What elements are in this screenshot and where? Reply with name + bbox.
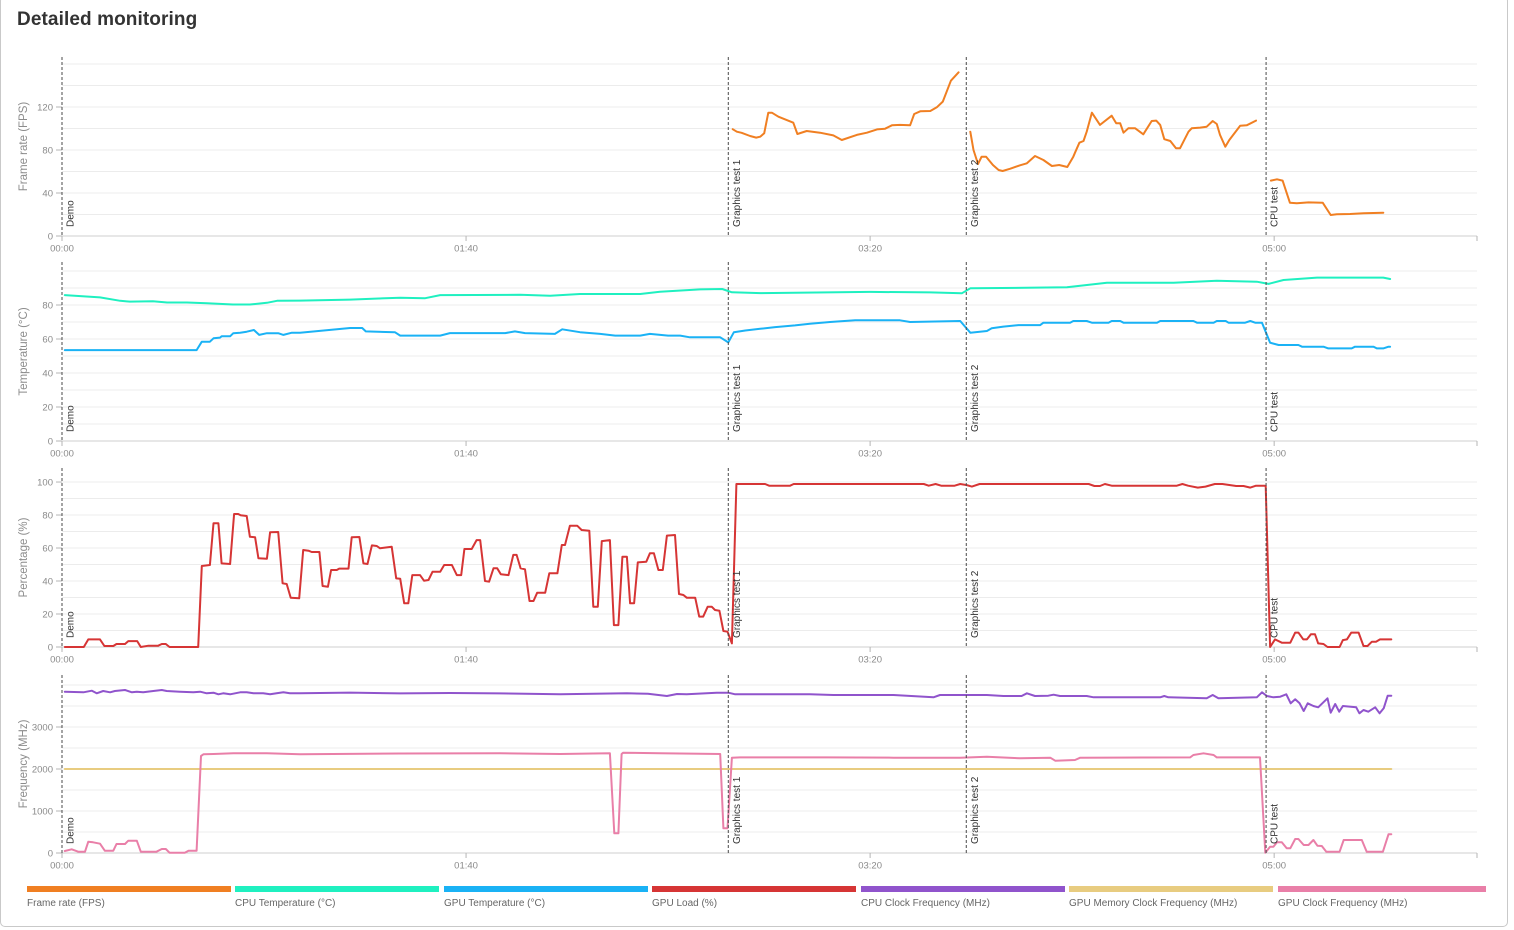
x-tick-label: 03:20 (858, 861, 882, 872)
event-marker-label: Graphics test 2 (970, 776, 981, 844)
event-marker-label: Demo (66, 611, 77, 638)
legend-label: GPU Clock Frequency (MHz) (1278, 898, 1408, 909)
y-axis-title: Frame rate (FPS) (18, 102, 30, 192)
event-marker-label: Graphics test 2 (970, 159, 981, 227)
series-line-frame-rate-fps[interactable] (969, 111, 1257, 172)
legend-label: GPU Memory Clock Frequency (MHz) (1069, 898, 1238, 909)
event-marker-label: CPU test (1270, 392, 1281, 432)
y-axis-title: Temperature (°C) (18, 307, 30, 395)
legend-swatch-cpu-temperature (235, 886, 439, 892)
series-line-cpu-temperature-c[interactable] (63, 276, 1392, 306)
y-tick-label: 80 (42, 145, 53, 156)
event-marker-label: Graphics test 1 (732, 159, 743, 227)
legend-label: GPU Temperature (°C) (444, 898, 546, 909)
series-line-frame-rate-fps[interactable] (731, 71, 960, 141)
page-title: Detailed monitoring (17, 9, 198, 30)
y-tick-label: 0 (48, 643, 53, 654)
y-tick-label: 3000 (32, 722, 53, 733)
event-marker-label: CPU test (1270, 187, 1281, 227)
y-tick-label: 80 (42, 511, 53, 522)
y-axis-title: Frequency (MHz) (18, 719, 30, 808)
x-tick-label: 03:20 (858, 244, 882, 255)
y-tick-label: 0 (48, 437, 53, 448)
x-tick-label: 00:00 (50, 861, 74, 872)
percentage-chart: 0 20 40 60 80 100 Percentage (%) 00:00 01:40 03:2… (18, 468, 1478, 666)
y-tick-label: 2000 (32, 764, 53, 775)
x-tick-label: 05:00 (1262, 449, 1286, 460)
y-tick-label: 120 (37, 102, 53, 113)
legend-item-gpu-clock[interactable]: GPU Clock Frequency (MHz) (1278, 886, 1486, 916)
series-line-gpu-load[interactable] (63, 483, 1393, 648)
legend-label: Frame rate (FPS) (27, 898, 105, 909)
event-marker-label: Demo (66, 405, 77, 432)
legend-item-cpu-temperature[interactable]: CPU Temperature (°C) (235, 886, 439, 916)
legend-label: GPU Load (%) (652, 898, 718, 909)
frame-rate-chart: 0 40 80 120 Frame rate (FPS) 00:00 01:40 03:20 0… (18, 57, 1478, 255)
x-tick-label: 05:00 (1262, 244, 1286, 255)
series-line-frame-rate-fps[interactable] (1269, 178, 1385, 216)
x-tick-label: 00:00 (50, 449, 74, 460)
y-axis-title: Percentage (%) (18, 517, 30, 597)
legend-swatch-gpu-temperature (444, 886, 648, 892)
y-tick-label: 0 (48, 849, 53, 860)
legend-swatch-gpu-load (652, 886, 856, 892)
event-marker-label: Graphics test 1 (732, 364, 743, 432)
y-tick-label: 40 (42, 188, 53, 199)
x-tick-label: 00:00 (50, 655, 74, 666)
legend-label: CPU Clock Frequency (MHz) (861, 898, 990, 909)
legend-swatch-gpu-memory-clock (1069, 886, 1273, 892)
event-marker-label: CPU test (1270, 804, 1281, 844)
y-tick-label: 20 (42, 610, 53, 621)
legend-swatch-frame-rate (27, 886, 231, 892)
y-tick-label: 1000 (32, 806, 53, 817)
x-tick-label: 05:00 (1262, 861, 1286, 872)
legend-item-gpu-load[interactable]: GPU Load (%) (652, 886, 856, 916)
y-tick-label: 60 (42, 544, 53, 555)
event-marker-label: Graphics test 1 (732, 776, 743, 844)
x-tick-label: 03:20 (858, 449, 882, 460)
y-tick-label: 40 (42, 577, 53, 588)
y-tick-label: 60 (42, 335, 53, 346)
x-tick-label: 01:40 (454, 449, 478, 460)
event-marker-label: Demo (66, 200, 77, 227)
legend-item-cpu-clock[interactable]: CPU Clock Frequency (MHz) (861, 886, 1065, 916)
temperature-chart: 0 20 40 60 80 Temperature (°C) 00:00 01:40 03:20… (18, 262, 1478, 460)
y-tick-label: 0 (48, 232, 53, 243)
y-tick-label: 100 (37, 478, 53, 489)
x-tick-label: 01:40 (454, 244, 478, 255)
event-marker-label: Graphics test 1 (732, 570, 743, 638)
y-tick-label: 80 (42, 301, 53, 312)
legend-label: CPU Temperature (°C) (235, 898, 336, 909)
legend-item-gpu-memory-clock[interactable]: GPU Memory Clock Frequency (MHz) (1069, 886, 1273, 916)
event-marker-label: Graphics test 2 (970, 364, 981, 432)
x-tick-label: 03:20 (858, 655, 882, 666)
event-marker-label: Demo (66, 817, 77, 844)
x-tick-label: 01:40 (454, 655, 478, 666)
x-tick-label: 05:00 (1262, 655, 1286, 666)
event-marker-label: CPU test (1270, 598, 1281, 638)
series-line-gpu-temperature-c[interactable] (63, 319, 1392, 352)
y-tick-label: 20 (42, 403, 53, 414)
x-tick-label: 00:00 (50, 244, 74, 255)
series-line-cpu-clock-frequency-mhz[interactable] (63, 689, 1393, 715)
x-tick-label: 01:40 (454, 861, 478, 872)
legend-swatch-gpu-clock (1278, 886, 1486, 892)
y-tick-label: 40 (42, 369, 53, 380)
series-line-gpu-clock-frequency-mhz[interactable] (63, 751, 1393, 854)
event-marker-label: Graphics test 2 (970, 570, 981, 638)
legend-item-frame-rate[interactable]: Frame rate (FPS) (27, 886, 231, 916)
legend-swatch-cpu-clock (861, 886, 1065, 892)
legend-item-gpu-temperature[interactable]: GPU Temperature (°C) (444, 886, 648, 916)
